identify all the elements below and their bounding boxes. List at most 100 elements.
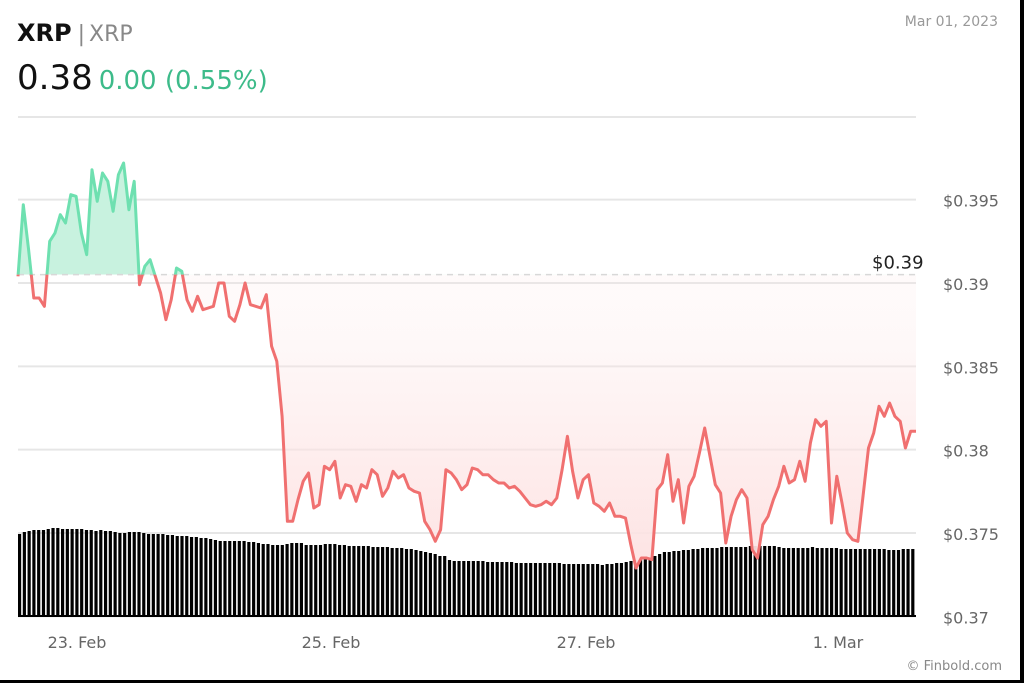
volume-bar	[758, 546, 762, 616]
volume-bar	[404, 549, 409, 616]
volume-bar	[209, 539, 213, 616]
x-axis-label: 1. Mar	[813, 633, 864, 652]
volume-bar	[605, 564, 609, 616]
volume-bar	[204, 538, 208, 616]
volume-bar	[175, 536, 179, 616]
asset-symbol: XRP	[17, 19, 72, 47]
volume-bar	[161, 534, 165, 616]
volume-bar	[46, 529, 50, 616]
volume-bar	[696, 549, 700, 616]
volume-bar	[734, 547, 738, 616]
volume-bar	[232, 541, 237, 616]
volume-bar	[858, 549, 862, 616]
volume-bar	[127, 532, 132, 616]
volume-bar	[586, 564, 590, 616]
asset-name: XRP	[89, 22, 133, 47]
chart-title: XRP | XRP	[17, 18, 133, 50]
volume-bar	[782, 548, 786, 616]
volume-bar	[476, 561, 480, 616]
volume-bar	[887, 550, 891, 616]
volume-bar	[37, 530, 41, 616]
volume-bar	[280, 545, 284, 616]
volume-bar	[873, 549, 877, 616]
volume-bar	[295, 543, 299, 616]
volume-bar	[529, 563, 533, 616]
volume-bar	[801, 548, 805, 616]
volume-bar	[170, 535, 175, 616]
volume-bar	[815, 548, 819, 616]
volume-bar	[796, 548, 800, 616]
volume-bar	[60, 529, 65, 616]
volume-bar	[748, 546, 752, 616]
volume-bar	[486, 562, 490, 616]
volume-bar	[94, 531, 98, 616]
volume-bar	[137, 532, 141, 616]
volume-bar	[242, 541, 246, 616]
volume-bar	[185, 536, 189, 616]
volume-bar	[543, 563, 547, 616]
volume-bar	[481, 561, 485, 616]
x-axis-label: 23. Feb	[48, 633, 107, 652]
volume-bar	[820, 548, 824, 616]
volume-bar	[629, 561, 633, 616]
volume-bar	[118, 533, 122, 616]
volume-bar	[84, 530, 89, 616]
volume-bar	[677, 551, 681, 616]
volume-bar	[662, 552, 667, 616]
volume-bar	[290, 543, 294, 616]
volume-bar	[744, 547, 748, 616]
volume-bar	[285, 544, 289, 616]
volume-bar	[70, 529, 74, 616]
volume-bar	[877, 549, 881, 616]
volume-bar	[252, 542, 256, 616]
volume-bar	[892, 550, 896, 616]
volume-bar	[385, 547, 389, 616]
x-axis-label: 25. Feb	[302, 633, 361, 652]
volume-bar	[376, 547, 380, 616]
volume-bar	[361, 546, 366, 616]
volume-bar	[643, 558, 647, 616]
volume-bar	[318, 545, 323, 616]
volume-bar	[314, 545, 318, 616]
volume-bar	[146, 534, 151, 616]
volume-bar	[151, 534, 155, 616]
volume-bar	[667, 552, 671, 616]
volume-bar	[519, 563, 523, 616]
volume-bar	[41, 530, 46, 616]
y-axis-label: $0.39	[943, 275, 989, 294]
volume-bar	[247, 542, 251, 616]
volume-bar	[142, 533, 146, 616]
volume-bar	[166, 535, 170, 616]
volume-bar	[500, 562, 504, 616]
volume-bar	[275, 545, 280, 616]
volume-bar	[691, 549, 695, 616]
volume-bar	[863, 549, 867, 616]
volume-bar	[199, 538, 203, 616]
price-line: 0.38 0.00 (0.55%)	[17, 58, 268, 101]
volume-bar	[395, 548, 399, 616]
volume-bar	[810, 547, 815, 616]
volume-bar	[557, 563, 561, 616]
volume-bar	[562, 564, 566, 616]
volume-bar	[906, 549, 910, 616]
y-axis-label: $0.38	[943, 442, 989, 461]
credit-text: © Finbold.com	[906, 659, 1002, 674]
volume-bar	[462, 561, 466, 616]
volume-bar	[509, 562, 514, 616]
x-axis-label: 27. Feb	[557, 633, 616, 652]
volume-bar	[849, 549, 853, 616]
volume-bar	[834, 548, 838, 616]
volume-bar	[218, 541, 222, 616]
volume-bar	[825, 548, 829, 616]
volume-bar	[791, 548, 795, 616]
volume-bar	[467, 561, 471, 616]
y-axis-label: $0.375	[943, 525, 999, 544]
volume-bar	[524, 563, 528, 616]
volume-bar	[447, 560, 452, 616]
y-axis-label: $0.385	[943, 358, 999, 377]
volume-bar	[108, 531, 112, 616]
volume-bar	[409, 549, 413, 616]
volume-bar	[390, 548, 394, 616]
volume-bar	[309, 545, 313, 616]
